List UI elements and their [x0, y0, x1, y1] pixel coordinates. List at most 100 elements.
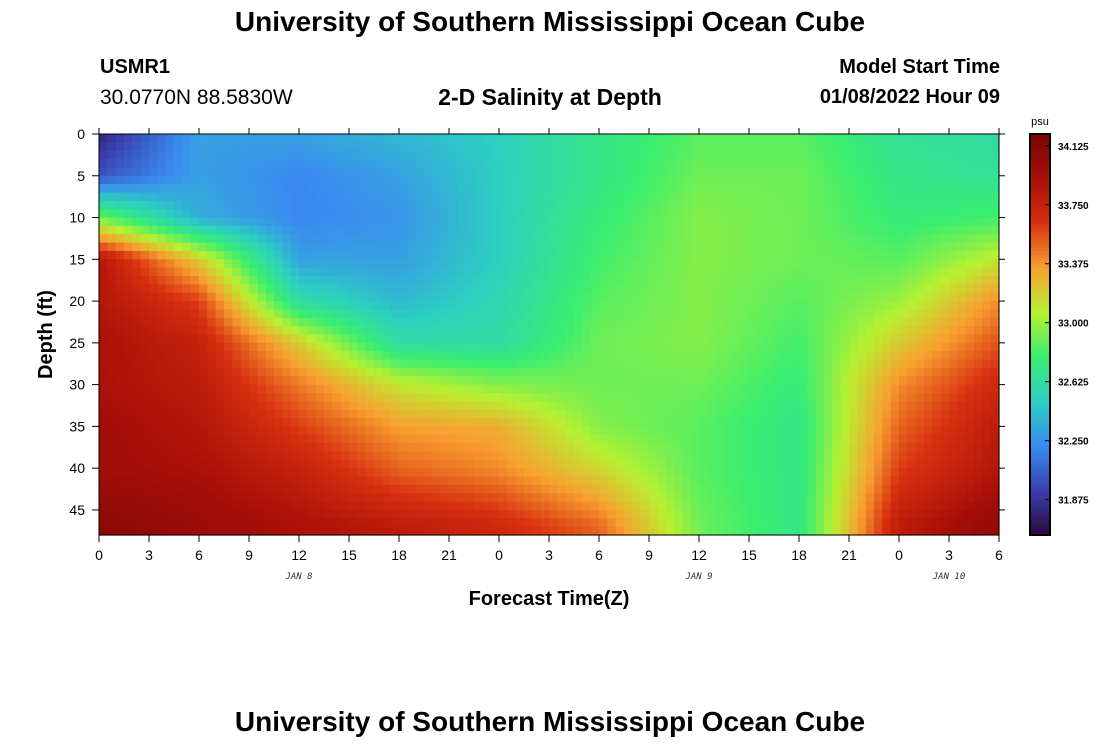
heat-cell — [490, 250, 500, 260]
heat-cell — [249, 342, 258, 352]
heat-cell — [549, 401, 558, 411]
heat-cell — [149, 192, 158, 202]
heat-cell — [140, 476, 150, 486]
heat-cell — [165, 192, 175, 202]
heat-cell — [832, 484, 842, 494]
heat-cell — [224, 234, 233, 244]
heat-cell — [840, 326, 850, 336]
heat-cell — [882, 134, 892, 143]
heat-cell — [424, 451, 433, 461]
heat-cell — [907, 376, 917, 386]
heat-cell — [315, 484, 325, 494]
heat-cell — [624, 468, 633, 478]
heat-cell — [99, 351, 108, 361]
heat-cell — [882, 443, 892, 453]
heat-cell — [649, 150, 658, 160]
heat-cell — [674, 468, 683, 478]
heat-cell — [424, 200, 433, 210]
heat-cell — [699, 451, 708, 461]
heat-cell — [965, 250, 975, 260]
heat-cell — [982, 493, 992, 503]
heat-cell — [865, 150, 875, 160]
heat-cell — [249, 451, 258, 461]
heat-cell — [774, 175, 783, 185]
heat-cell — [699, 476, 708, 486]
heat-cell — [874, 334, 883, 344]
heat-cell — [165, 209, 175, 219]
heat-cell — [840, 209, 850, 219]
heat-cell — [232, 376, 242, 386]
heat-cell — [265, 501, 275, 511]
heat-cell — [599, 217, 608, 227]
heat-cell — [924, 384, 933, 394]
heat-cell — [207, 292, 217, 302]
heat-cell — [507, 217, 517, 227]
heat-cell — [774, 267, 783, 277]
heat-cell — [899, 192, 908, 202]
heat-cell — [724, 376, 733, 386]
heat-cell — [715, 184, 725, 194]
heat-cell — [740, 276, 750, 285]
heat-cell — [374, 159, 383, 169]
heat-cell — [599, 175, 608, 185]
heat-cell — [365, 150, 375, 160]
heat-cell — [257, 250, 267, 260]
heat-cell — [549, 259, 558, 269]
heat-cell — [882, 426, 892, 436]
heat-cell — [532, 167, 542, 177]
heat-cell — [632, 376, 642, 386]
heat-cell — [790, 392, 800, 402]
heat-cell — [315, 267, 325, 277]
heat-cell — [457, 159, 467, 169]
heat-cell — [115, 476, 125, 486]
heat-cell — [315, 384, 325, 394]
heat-cell — [790, 509, 800, 519]
heat-cell — [224, 142, 233, 152]
heat-cell — [340, 326, 350, 336]
heat-cell — [465, 167, 475, 177]
heat-cell — [282, 509, 292, 519]
heat-cell — [449, 225, 458, 235]
heat-cell — [740, 476, 750, 486]
heat-cell — [949, 418, 958, 427]
heat-cell — [340, 509, 350, 519]
heat-cell — [432, 418, 442, 427]
heat-cell — [249, 468, 258, 478]
heat-cell — [407, 259, 417, 269]
heat-cell — [882, 493, 892, 503]
heat-cell — [590, 468, 600, 478]
heat-cell — [140, 359, 150, 369]
heat-cell — [165, 200, 175, 210]
heat-cell — [449, 142, 458, 152]
heat-cell — [724, 401, 733, 411]
heat-cell — [140, 267, 150, 277]
heat-cell — [865, 317, 875, 327]
heat-cell — [215, 175, 225, 185]
heat-cell — [574, 259, 583, 269]
heat-cell — [649, 159, 658, 169]
heat-cell — [574, 276, 583, 285]
heat-cell — [107, 484, 117, 494]
heat-cell — [124, 200, 133, 210]
heat-cell — [149, 250, 158, 260]
heat-cell — [624, 434, 633, 444]
heat-cell — [524, 443, 533, 453]
heat-cell — [665, 234, 675, 244]
heat-cell — [390, 159, 400, 169]
heat-cell — [307, 134, 317, 143]
heat-cell — [140, 351, 150, 361]
heat-cell — [840, 167, 850, 177]
heat-cell — [382, 159, 392, 169]
heat-cell — [715, 301, 725, 311]
heat-cell — [174, 159, 183, 169]
heat-cell — [332, 359, 342, 369]
heat-cell — [824, 209, 833, 219]
heat-cell — [240, 134, 250, 143]
heat-cell — [399, 217, 408, 227]
heat-cell — [949, 234, 958, 244]
heat-cell — [757, 426, 767, 436]
heat-cell — [507, 342, 517, 352]
heat-cell — [274, 459, 283, 469]
heat-cell — [815, 242, 825, 252]
heat-cell — [740, 242, 750, 252]
